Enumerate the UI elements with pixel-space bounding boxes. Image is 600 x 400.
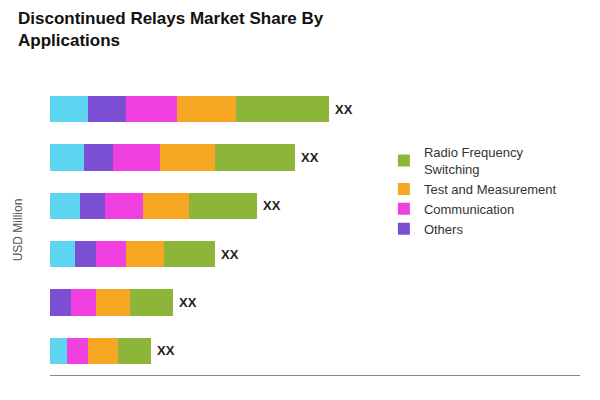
svg-text:XX: XX bbox=[301, 150, 319, 165]
svg-text:Others: Others bbox=[424, 222, 464, 237]
svg-text:USD Million: USD Million bbox=[11, 199, 25, 262]
svg-text:Test and Measurement: Test and Measurement bbox=[424, 182, 557, 197]
svg-text:XX: XX bbox=[335, 102, 353, 117]
svg-text:Radio FrequencySwitching: Radio FrequencySwitching bbox=[424, 145, 523, 177]
svg-text:XX: XX bbox=[263, 198, 281, 213]
svg-text:XX: XX bbox=[157, 343, 175, 358]
svg-text:XX: XX bbox=[179, 295, 197, 310]
svg-text:XX: XX bbox=[221, 247, 239, 262]
svg-text:Discontinued Relays Market Sha: Discontinued Relays Market Share ByAppli… bbox=[18, 9, 324, 50]
svg-text:Communication: Communication bbox=[424, 202, 514, 217]
